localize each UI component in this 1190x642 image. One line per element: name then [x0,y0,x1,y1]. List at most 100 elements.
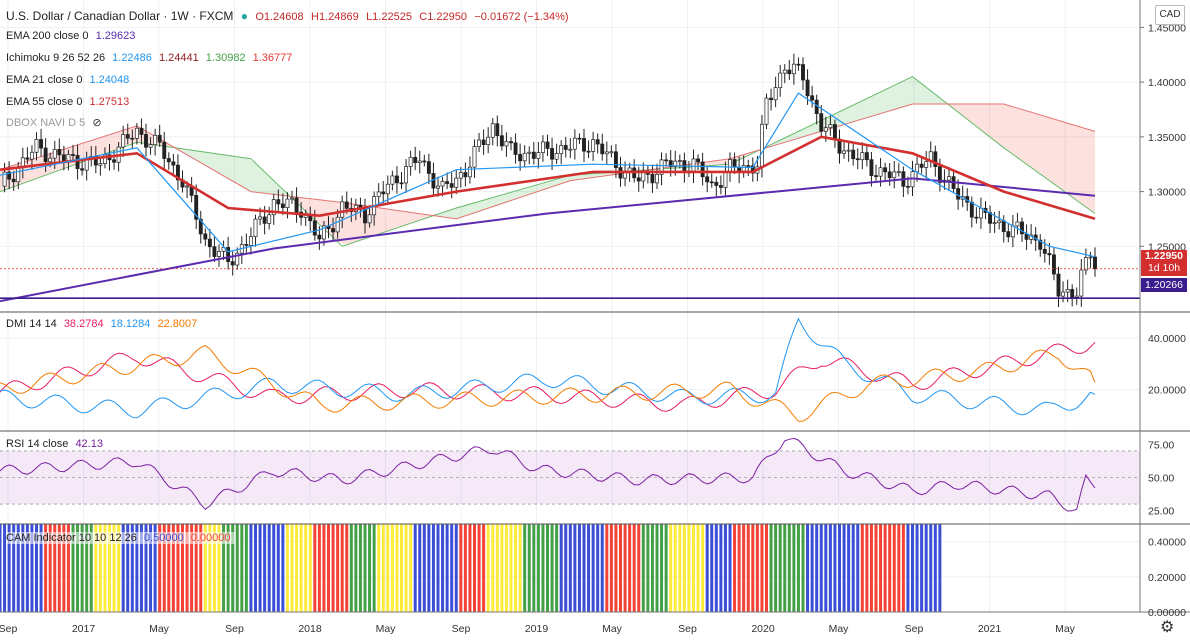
ohlc-high: H1.24869 [311,11,359,23]
cam-bar [760,524,764,612]
x-tick-label: 2021 [978,623,1002,635]
candle-body [244,244,249,246]
cam-bar [815,524,819,612]
candle-body [947,176,951,181]
candle-body [915,163,920,173]
cam-bar [587,524,591,612]
cam-bar [655,524,659,612]
legend-ichimoku[interactable]: Ichimoku 9 26 52 26 1.22486 1.24441 1.30… [6,52,296,64]
candle-body [796,63,801,66]
candle-body [121,134,126,148]
cam-bar [682,524,686,612]
candle-body [185,185,190,188]
cam-bar [527,524,531,612]
cam-bar [532,524,536,612]
cam-bar [25,524,29,612]
legend-ichimoku-v4: 1.36777 [252,52,293,64]
cam-bar [664,524,668,612]
candle-body [481,139,486,145]
cam-bar [550,524,554,612]
cam-bar [787,524,791,612]
candle-body [381,191,386,195]
cloud-segment [885,85,895,113]
legend-ema21[interactable]: EMA 21 close 0 1.24048 [6,74,133,86]
ema-line [0,92,1096,258]
candle-body [832,124,837,140]
cam-bar [883,524,887,612]
candle-body [527,151,532,154]
cam-bar [536,524,540,612]
cam-bar [701,524,705,612]
gear-icon[interactable]: ⚙ [1160,619,1175,636]
cam-bar [153,524,157,612]
x-tick-label: Sep [225,623,244,635]
candle-body [426,161,431,174]
cam-bar [281,524,285,612]
cloud-segment [1076,125,1086,207]
legend-dmi[interactable]: DMI 14 14 38.2784 18.1284 22.8007 [6,318,201,330]
cloud-segment [1022,109,1032,168]
legend-dmi-v2: 18.1284 [110,318,151,330]
cloud-segment [483,197,493,210]
cam-bar [477,524,481,612]
eye-slash-icon[interactable]: ⊘ [92,117,102,129]
candle-body [408,156,413,167]
candle-body [773,87,778,101]
candle-body [650,173,655,184]
cloud-segment [793,129,803,140]
cam-bar [217,524,221,612]
cam-bar [564,524,568,612]
x-tick-label: May [829,623,850,635]
cam-bar [427,524,431,612]
candle-body [445,181,450,184]
legend-dbox[interactable]: DBOX NAVI D 5 ⊘ [6,116,106,129]
cloud-segment [209,152,219,174]
candle-body [495,123,500,137]
currency-button[interactable]: CAD [1155,5,1185,25]
candle-body [1070,289,1075,298]
cloud-segment [255,163,265,194]
legend-ema55[interactable]: EMA 55 close 0 1.27513 [6,96,133,108]
cam-bar [619,524,622,612]
cam-bar [650,524,654,612]
candle-body [399,182,404,185]
cam-bar [892,524,896,612]
candle-body [504,141,509,147]
candle-body [846,149,851,152]
cam-bar [765,524,768,612]
candle-body [394,175,399,184]
legend-rsi[interactable]: RSI 14 close 42.13 [6,438,107,450]
legend-ema200[interactable]: EMA 200 close 0 1.29623 [6,30,139,42]
symbol-title: U.S. Dollar / Canadian Dollar · 1W · FXC… [6,9,234,23]
candle-body [705,176,710,183]
cloud-segment [191,150,201,163]
cam-bar [441,524,445,612]
cam-bar [199,524,203,612]
cam-bar [778,524,782,612]
candle-body [905,185,910,188]
legend-ema21-label: EMA 21 close 0 [6,74,83,86]
cam-tick-label: 0.20000 [1148,572,1186,584]
cam-bar [879,524,883,612]
y-tick-label: 1.30000 [1148,187,1186,199]
cam-bar [746,524,750,612]
candle-body [499,135,504,147]
last-price-tag: 1.22950 1d 10h [1141,250,1187,276]
cam-bar [628,524,632,612]
legend-cam[interactable]: CAM Indicator 10 10 12 26 0.50000 0.0000… [6,532,235,544]
candle-body [467,166,472,178]
x-tick-label: May [376,623,397,635]
cam-bar [0,524,2,612]
cam-bar [733,524,737,612]
cam-bar [669,524,673,612]
cam-bar [158,524,162,612]
ema-line [0,177,1096,303]
cam-bar [299,524,303,612]
candle-body [1051,254,1056,275]
cam-bar [30,524,34,612]
candle-body [134,127,139,139]
candle-body [892,171,897,179]
cam-bar [327,524,330,612]
cam-bar [222,524,226,612]
